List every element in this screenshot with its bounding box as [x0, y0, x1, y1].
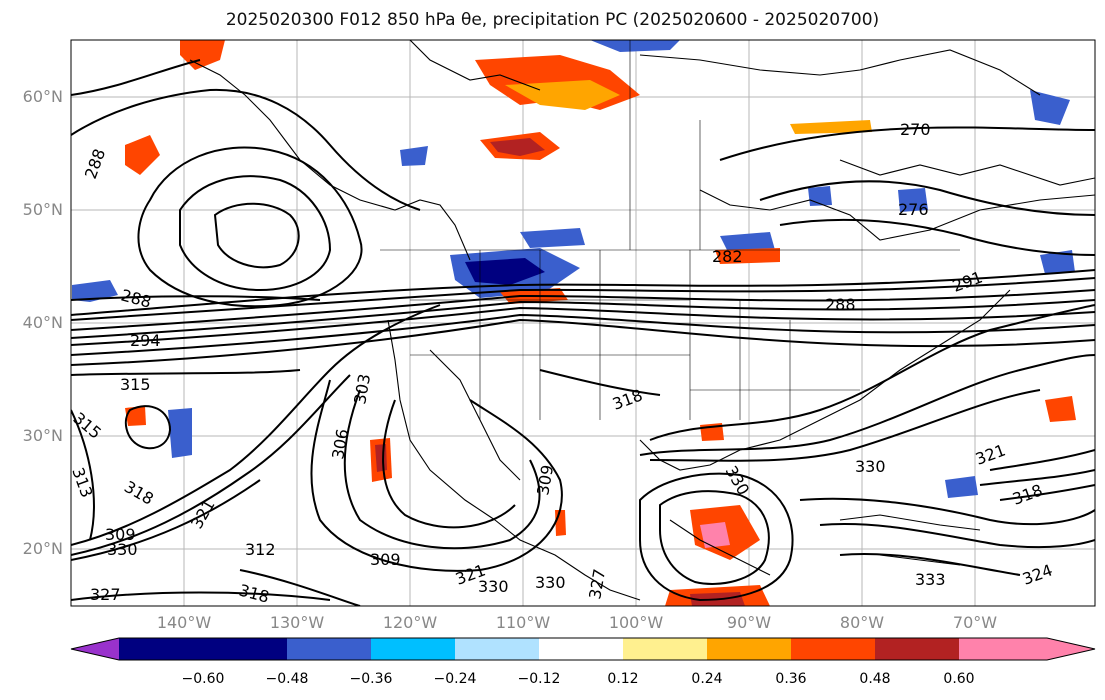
colorbar-segment — [791, 638, 875, 660]
contour-label: 288 — [825, 295, 856, 314]
precip-blob — [898, 188, 928, 212]
lat-label: 20°N — [23, 539, 63, 558]
precip-blob — [1040, 250, 1075, 274]
contour-label: 309 — [370, 550, 401, 569]
contour-label: 315 — [120, 375, 151, 394]
contour-label: 312 — [245, 540, 276, 559]
theta-e-contours — [71, 59, 1095, 606]
precip-blob — [125, 406, 146, 426]
precip-blob — [465, 258, 545, 285]
colorbar-tick-label: 0.24 — [691, 671, 722, 687]
colorbar-tick-label: 0.48 — [859, 671, 890, 687]
precip-blob — [1045, 396, 1076, 422]
latitude-labels: 60°N 50°N 40°N 30°N 20°N — [23, 87, 63, 558]
colorbar-tick-label: −0.24 — [434, 671, 477, 687]
contour-label: 276 — [898, 200, 929, 219]
lon-label: 140°W — [157, 613, 212, 632]
contour-label: 270 — [900, 120, 931, 139]
colorbar-segment — [959, 638, 1047, 660]
precip-blob — [808, 186, 832, 206]
colorbar-tick-label: −0.12 — [518, 671, 561, 687]
precip-blob — [590, 40, 680, 52]
colorbar-segment — [455, 638, 539, 660]
precip-blob — [945, 476, 978, 498]
colorbar-tick-label: −0.36 — [350, 671, 393, 687]
lon-label: 120°W — [383, 613, 438, 632]
colorbar-segment — [707, 638, 791, 660]
lat-label: 50°N — [23, 200, 63, 219]
contour-label: 330 — [535, 573, 566, 592]
contour-label: 330 — [855, 457, 886, 476]
colorbar-segment — [287, 638, 371, 660]
precip-blob — [375, 444, 387, 472]
precip-blob — [555, 510, 566, 536]
colorbar-segment — [119, 638, 203, 660]
contour-label: 309 — [105, 525, 136, 544]
colorbar-tick-label: −0.60 — [182, 671, 225, 687]
lon-label: 130°W — [270, 613, 325, 632]
colorbar-segment — [623, 638, 707, 660]
precip-blob — [490, 138, 545, 156]
colorbar-arrow-right — [1047, 638, 1095, 660]
lat-label: 60°N — [23, 87, 63, 106]
map-title: 2025020300 F012 850 hPa θe, precipitatio… — [225, 10, 880, 30]
colorbar-segment — [203, 638, 287, 660]
precip-blob — [72, 280, 118, 302]
precip-blob — [720, 232, 775, 252]
coastlines — [189, 40, 1095, 601]
precip-blob — [400, 146, 428, 166]
colorbar-segment — [371, 638, 455, 660]
contour-label: 282 — [712, 247, 743, 266]
colorbar: −0.60 −0.48 −0.36 −0.24 −0.12 0.12 0.24 … — [70, 637, 1096, 687]
precip-blob — [715, 248, 780, 264]
lon-label: 80°W — [840, 613, 884, 632]
colorbar-tick-label: 0.36 — [775, 671, 806, 687]
colorbar-segment — [539, 638, 623, 660]
contour-label: 294 — [130, 331, 161, 350]
colorbar-tick-label: 0.60 — [943, 671, 974, 687]
precip-blob — [125, 135, 160, 175]
lon-label: 90°W — [727, 613, 771, 632]
contour-label: 333 — [915, 570, 946, 589]
lon-label: 100°W — [609, 613, 664, 632]
precip-blob — [700, 522, 730, 548]
colorbar-arrow-left — [71, 638, 119, 660]
colorbar-tick-label: 0.12 — [607, 671, 638, 687]
precip-blob — [1030, 90, 1070, 125]
colorbar-segment — [875, 638, 959, 660]
political-borders — [380, 40, 960, 440]
precip-blob — [520, 228, 585, 248]
colorbar-tick-label: −0.48 — [266, 671, 309, 687]
contour-label: 330 — [107, 540, 138, 559]
lon-label: 110°W — [496, 613, 551, 632]
longitude-labels: 140°W 130°W 120°W 110°W 100°W 90°W 80°W … — [157, 613, 997, 632]
lat-label: 40°N — [23, 313, 63, 332]
precip-blob — [790, 120, 872, 134]
precip-blob — [168, 408, 192, 458]
lat-label: 30°N — [23, 426, 63, 445]
contour-label: 327 — [90, 585, 121, 604]
lon-label: 70°W — [953, 613, 997, 632]
contour-label: 330 — [478, 577, 509, 596]
